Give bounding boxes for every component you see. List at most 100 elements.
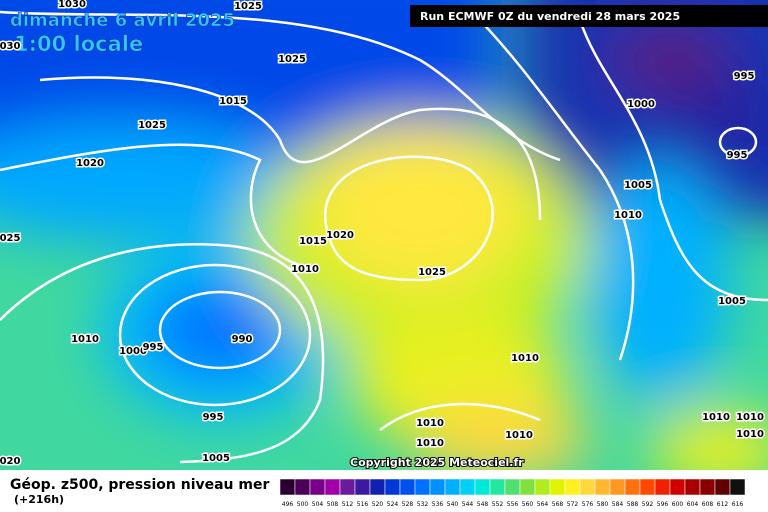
isobar-label: 1005 [624,180,652,191]
scale-label: 600 [672,501,684,508]
scale-label: 572 [567,501,579,508]
scale-label: 500 [297,501,309,508]
scale-label: 592 [642,501,654,508]
scale-label: 560 [522,501,534,508]
scale-swatch [384,478,401,496]
isobar-label: 1015 [299,236,327,247]
scale-label: 556 [507,501,519,508]
scale-swatch [309,478,326,496]
isobar-label: 025 [0,233,20,244]
isobar-label: 1005 [202,453,230,464]
scale-label: 588 [627,501,639,508]
isobar-label: 1015 [219,96,247,107]
scale-label: 616 [732,501,744,508]
scale-label: 596 [657,501,669,508]
scale-swatch [279,478,296,496]
scale-swatch [684,478,701,496]
scale-label: 496 [282,501,294,508]
scale-label: 548 [477,501,489,508]
field [0,0,768,470]
scale-swatch [669,478,686,496]
isobar-label: 1010 [702,412,730,423]
copyright: Copyright 2025 Meteociel.fr [350,456,524,469]
isobar-label: 1000 [119,346,147,357]
scale-label: 564 [537,501,549,508]
scale-label: 608 [702,501,714,508]
scale-swatch [579,478,596,496]
isobar-label: 1010 [416,438,444,449]
isobar-label: 020 [0,456,20,467]
isobar-label: 1025 [278,54,306,65]
isobar-label: 990 [232,334,253,345]
scale-swatch [519,478,536,496]
scale-swatch [714,478,731,496]
scale-label: 504 [312,501,324,508]
scale-swatch [594,478,611,496]
isobar-label: 1010 [291,264,319,275]
isobar-label: 1010 [416,418,444,429]
scale-swatch [324,478,341,496]
isobar-label: 1020 [326,230,354,241]
scale-swatch [339,478,356,496]
scale-label: 580 [597,501,609,508]
scale-label: 520 [372,501,384,508]
run-box [410,5,768,27]
scale-swatch [699,478,716,496]
scale-swatch [459,478,476,496]
isobar-label: 995 [734,71,755,82]
scale-label: 604 [687,501,699,508]
isobar-label: 1020 [76,158,104,169]
scale-swatch [399,478,416,496]
isobar-label: 1000 [627,99,655,110]
scale-label: 508 [327,501,339,508]
scale-label: 512 [342,501,354,508]
isobar-label: 995 [143,342,164,353]
isobar-label: 030 [0,41,20,52]
footer-lead: (+216h) [14,493,64,506]
scale-label: 536 [432,501,444,508]
scale-swatch [294,478,311,496]
scale-label: 524 [387,501,399,508]
isobar-label: 995 [203,412,224,423]
scale-swatch [549,478,566,496]
scale-swatch [444,478,461,496]
scale-label: 552 [492,501,504,508]
scale-swatch [414,478,431,496]
isobar-label: 995 [727,150,748,161]
scale-swatch [474,478,491,496]
isobar-label: 1010 [736,412,764,423]
scale-swatch [729,478,746,496]
isobar-label: 1005 [718,296,746,307]
scale-swatch [504,478,521,496]
scale-label: 612 [717,501,729,508]
scale-label: 544 [462,501,474,508]
date-label: dimanche 6 avril 2025 [10,10,235,31]
scale-label: 528 [402,501,414,508]
time-label: 1:00 locale [14,32,143,56]
isobar-label: 1010 [614,210,642,221]
isobar-label: 1025 [418,267,446,278]
footer-title: Géop. z500, pression niveau mer [10,477,269,493]
scale-label: 576 [582,501,594,508]
scale-swatch [369,478,386,496]
isobar-label: 1010 [505,430,533,441]
scale-swatch [654,478,671,496]
scale-swatch [354,478,371,496]
scale-label: 516 [357,501,369,508]
isobar-label: 1010 [71,334,99,345]
isobar-label: 1025 [138,120,166,131]
isobar-label: 1010 [736,429,764,440]
run-label: Run ECMWF 0Z du vendredi 28 mars 2025 [420,10,680,23]
scale-swatch [489,478,506,496]
scale-label: 532 [417,501,429,508]
scale-swatch [564,478,581,496]
scale-label: 568 [552,501,564,508]
isobar-label: 1030 [58,0,86,10]
scale-swatch [624,478,641,496]
scale-label: 540 [447,501,459,508]
scale-label: 584 [612,501,624,508]
scale-swatch [609,478,626,496]
scale-swatch [534,478,551,496]
scale-swatch [639,478,656,496]
